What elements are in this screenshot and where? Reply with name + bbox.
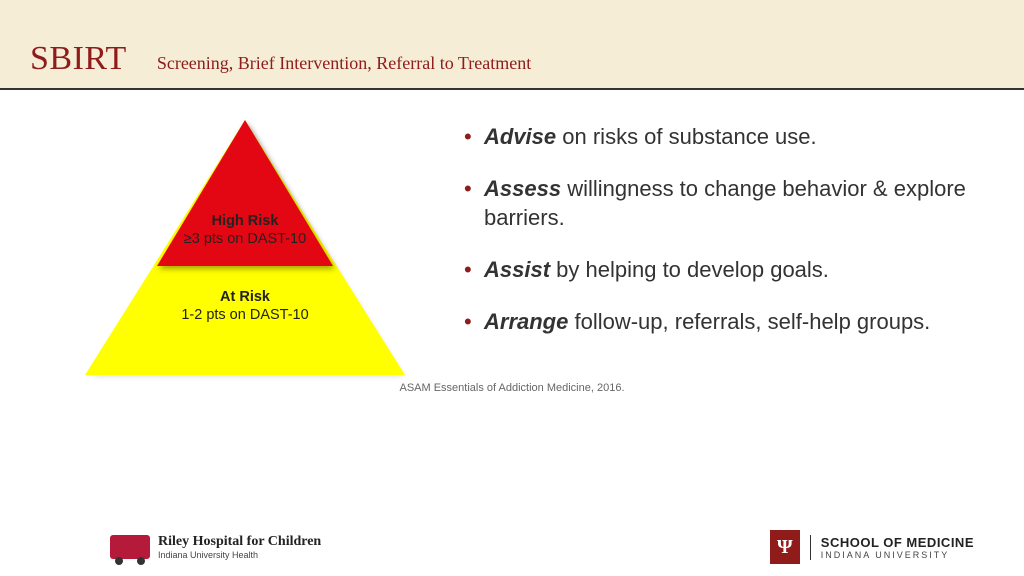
bullet-lead: Assess xyxy=(484,176,561,201)
bullet-rest: follow-up, referrals, self-help groups. xyxy=(568,309,930,334)
wagon-icon xyxy=(110,535,150,559)
bullet-item: Advise on risks of substance use. xyxy=(460,122,994,152)
riley-logo: Riley Hospital for Children Indiana Univ… xyxy=(110,530,321,564)
iu-line2: INDIANA UNIVERSITY xyxy=(821,550,974,560)
bullet-lead: Arrange xyxy=(484,309,568,334)
iu-logo: Ψ SCHOOL OF MEDICINE INDIANA UNIVERSITY xyxy=(770,530,974,564)
iu-trident-icon: Ψ xyxy=(770,530,800,564)
riley-line1: Riley Hospital for Children xyxy=(158,534,321,550)
bullet-lead: Advise xyxy=(484,124,556,149)
bullet-rest: by helping to develop goals. xyxy=(550,257,829,282)
bullet-lead: Assist xyxy=(484,257,550,282)
bullet-item: Arrange follow-up, referrals, self-help … xyxy=(460,307,994,337)
risk-pyramid: High Risk ≥3 pts on DAST-10 At Risk 1-2 … xyxy=(85,120,405,380)
bullet-rest: on risks of substance use. xyxy=(556,124,816,149)
riley-line2: Indiana University Health xyxy=(158,550,321,560)
bullet-panel: Advise on risks of substance use. Assess… xyxy=(460,110,994,380)
slide-content: High Risk ≥3 pts on DAST-10 At Risk 1-2 … xyxy=(0,90,1024,380)
bullet-item: Assess willingness to change behavior & … xyxy=(460,174,994,233)
pyramid-panel: High Risk ≥3 pts on DAST-10 At Risk 1-2 … xyxy=(30,110,460,380)
tier-title: High Risk xyxy=(155,212,335,230)
bullet-list: Advise on risks of substance use. Assess… xyxy=(460,122,994,336)
tier-title: At Risk xyxy=(155,288,335,306)
tier-label-high-risk: High Risk ≥3 pts on DAST-10 xyxy=(155,212,335,248)
riley-text: Riley Hospital for Children Indiana Univ… xyxy=(158,534,321,560)
citation-text: ASAM Essentials of Addiction Medicine, 2… xyxy=(0,382,1024,394)
tier-detail: 1-2 pts on DAST-10 xyxy=(155,306,335,324)
tier-detail: ≥3 pts on DAST-10 xyxy=(155,230,335,248)
tier-label-at-risk: At Risk 1-2 pts on DAST-10 xyxy=(155,288,335,324)
iu-text: SCHOOL OF MEDICINE INDIANA UNIVERSITY xyxy=(810,535,974,560)
header-acronym: SBIRT xyxy=(30,40,127,78)
slide-footer: Riley Hospital for Children Indiana Univ… xyxy=(0,530,1024,564)
bullet-item: Assist by helping to develop goals. xyxy=(460,255,994,285)
iu-line1: SCHOOL OF MEDICINE xyxy=(821,535,974,550)
slide-header: SBIRT Screening, Brief Intervention, Ref… xyxy=(0,0,1024,90)
header-subtitle: Screening, Brief Intervention, Referral … xyxy=(157,53,531,74)
